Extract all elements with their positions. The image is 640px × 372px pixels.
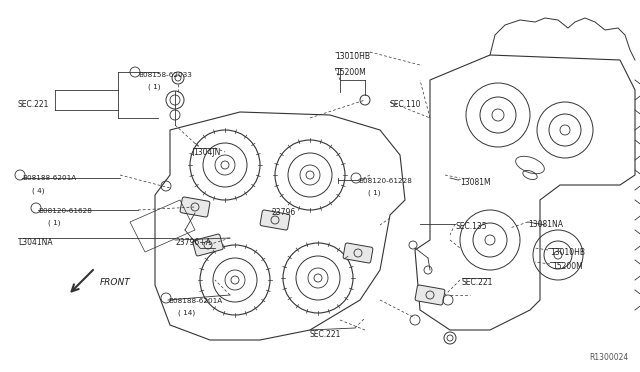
- Text: SEC.221: SEC.221: [310, 330, 341, 339]
- Text: 13010HB: 13010HB: [550, 248, 585, 257]
- Text: 13081NA: 13081NA: [528, 220, 563, 229]
- Text: B08158-62033: B08158-62033: [138, 72, 192, 78]
- Text: B08188-6201A: B08188-6201A: [22, 175, 76, 181]
- Text: SEC.110: SEC.110: [390, 100, 422, 109]
- Text: SEC.135: SEC.135: [455, 222, 486, 231]
- FancyBboxPatch shape: [343, 243, 373, 263]
- Text: B08120-61228: B08120-61228: [358, 178, 412, 184]
- FancyBboxPatch shape: [193, 234, 223, 256]
- Text: R1300024: R1300024: [589, 353, 628, 362]
- Text: B08120-61628: B08120-61628: [38, 208, 92, 214]
- FancyBboxPatch shape: [180, 197, 210, 217]
- Text: 1304JN: 1304JN: [193, 148, 220, 157]
- FancyBboxPatch shape: [260, 210, 290, 230]
- Text: ( 4): ( 4): [32, 187, 45, 193]
- Text: FRONT: FRONT: [100, 278, 131, 287]
- Text: SEC.221: SEC.221: [462, 278, 493, 287]
- Text: 13081M: 13081M: [460, 178, 491, 187]
- Text: ( 1): ( 1): [148, 84, 161, 90]
- Text: L3041NA: L3041NA: [18, 238, 52, 247]
- Text: ( 1): ( 1): [368, 190, 381, 196]
- Text: 15200M: 15200M: [335, 68, 365, 77]
- Text: B08188-6201A: B08188-6201A: [168, 298, 222, 304]
- Text: SEC.221: SEC.221: [18, 100, 49, 109]
- Text: 23796: 23796: [272, 208, 296, 217]
- Text: ( 14): ( 14): [178, 310, 195, 317]
- FancyBboxPatch shape: [415, 285, 445, 305]
- Text: 13010HB: 13010HB: [335, 52, 370, 61]
- Text: 23796+A: 23796+A: [175, 238, 211, 247]
- Text: 15200M: 15200M: [552, 262, 583, 271]
- Text: ( 1): ( 1): [48, 220, 61, 227]
